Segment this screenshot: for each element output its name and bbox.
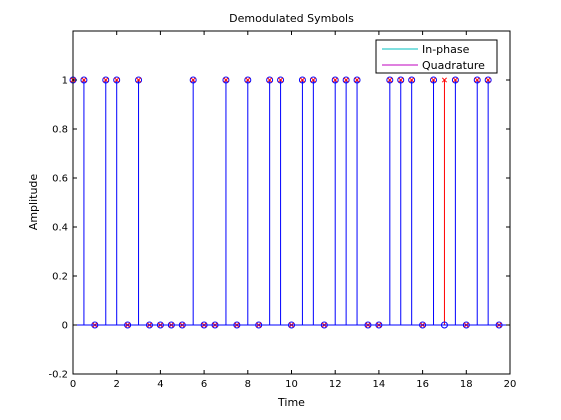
in-phase-marker [102,76,110,84]
legend-box [375,39,498,74]
quadrature-marker [114,77,120,83]
in-phase-marker [397,76,405,84]
in-phase-marker [80,76,88,84]
in-phase-marker [484,76,492,84]
x-tick-label: 6 [201,379,207,390]
quadrature-marker [441,77,448,83]
in-phase-marker [277,76,285,84]
y-tick-label: 0.6 [52,174,68,185]
x-tick-label: 10 [285,379,298,390]
in-phase-marker [451,76,459,84]
x-tick-label: 18 [460,379,473,390]
x-tick-label: 0 [70,379,76,390]
chart-title: Demodulated Symbols [229,12,354,25]
x-tick-label: 16 [416,379,429,390]
quadrature-marker [103,77,109,83]
quadrature-marker [190,77,196,83]
in-phase-marker [244,76,252,84]
y-tick-label: 0 [62,321,68,332]
x-tick-label: 2 [114,379,120,390]
quadrature-marker [354,77,360,83]
y-tick-label: 1 [62,76,68,87]
in-phase-marker [430,76,438,84]
quadrature-marker [398,77,404,83]
x-tick-label: 12 [329,379,342,390]
x-tick-label: 20 [504,379,517,390]
quadrature-marker [474,77,480,83]
in-phase-marker [473,76,481,84]
quadrature-marker [452,77,458,83]
legend-label-quadrature: Quadrature [422,59,485,72]
in-phase-marker [266,76,274,84]
legend: In-phase Quadrature [375,39,498,74]
quadrature-marker [81,77,87,83]
in-phase-marker [331,76,339,84]
x-axis-ticks: 0 2 4 6 8 10 12 14 16 18 20 [70,31,517,390]
y-axis-ticks: -0.2 0 0.2 0.4 0.6 0.8 1 [48,76,510,381]
in-phase-marker [408,76,416,84]
quadrature-marker [267,77,273,83]
in-phase-marker [298,76,306,84]
quadrature-marker [343,77,349,83]
quadrature-marker [485,77,491,83]
in-phase-marker [386,76,394,84]
x-tick-label: 8 [245,379,251,390]
in-phase-marker [135,76,143,84]
in-phase-marker [189,76,197,84]
quadrature-marker [310,77,316,83]
in-phase-marker [309,76,317,84]
y-tick-label: 0.4 [52,223,68,234]
quadrature-marker [223,77,229,83]
x-tick-label: 4 [157,379,163,390]
in-phase-marker [222,76,230,84]
in-phase-marker [353,76,361,84]
quadrature-marker [135,77,142,83]
quadrature-marker [299,77,305,83]
y-tick-label: -0.2 [48,370,68,381]
y-tick-label: 0.8 [52,125,68,136]
quadrature-marker [278,77,284,83]
x-axis-label: Time [277,396,305,409]
in-phase-marker [113,76,121,84]
legend-label-in-phase: In-phase [422,43,470,56]
y-tick-label: 0.2 [52,272,68,283]
stem-lines [72,80,489,325]
y-axis-label: Amplitude [27,174,40,231]
x-tick-label: 14 [373,379,386,390]
quadrature-marker [430,77,437,83]
in-phase-marker [342,76,350,84]
quadrature-marker [332,77,338,83]
quadrature-marker [409,77,415,83]
quadrature-marker [387,77,393,83]
plot-area [73,31,510,374]
quadrature-marker [245,77,251,83]
